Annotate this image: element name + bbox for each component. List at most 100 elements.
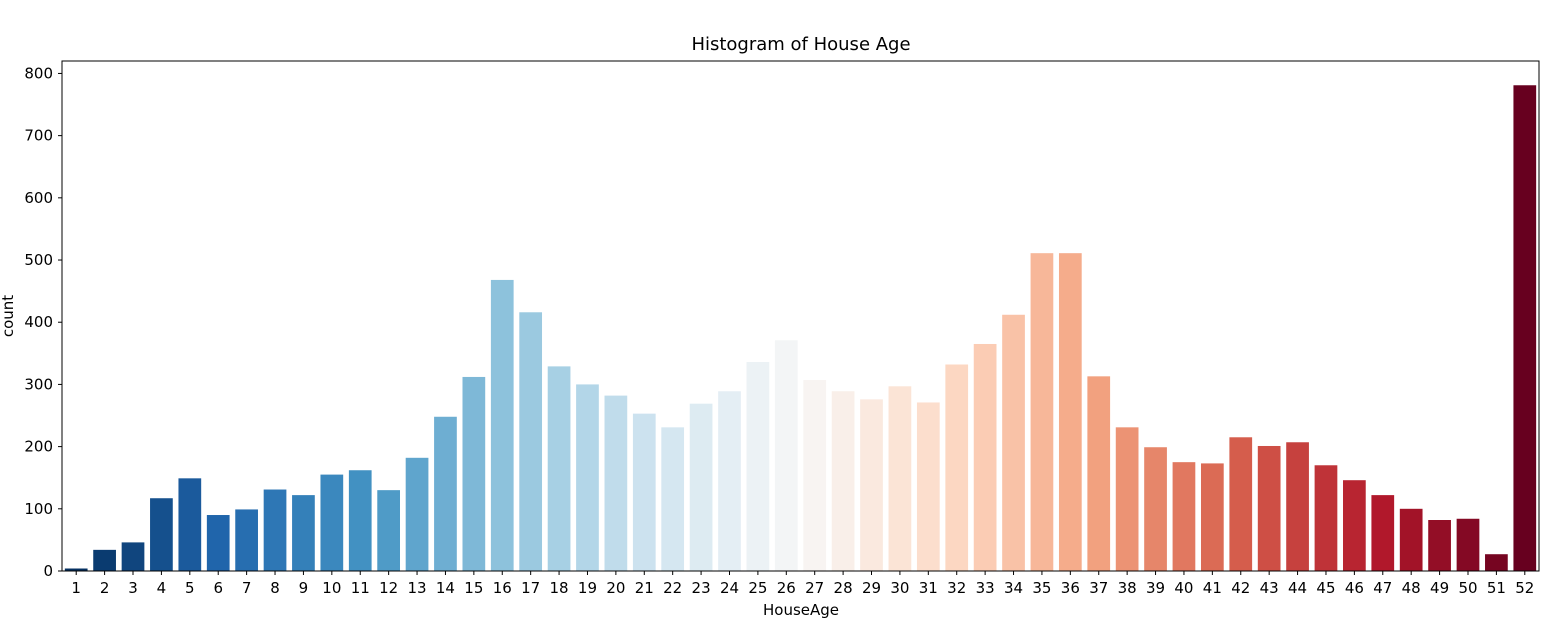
x-tick-label: 12 xyxy=(379,579,398,597)
bar-45 xyxy=(1314,465,1338,571)
y-tick-label: 400 xyxy=(24,313,53,331)
bar-5 xyxy=(178,478,202,571)
x-tick-label: 29 xyxy=(862,579,881,597)
x-tick-label: 4 xyxy=(157,579,167,597)
x-tick-label: 28 xyxy=(834,579,853,597)
bar-2 xyxy=(93,549,116,571)
bar-52 xyxy=(1513,85,1537,571)
bar-30 xyxy=(888,386,912,571)
bar-51 xyxy=(1485,554,1508,571)
bar-43 xyxy=(1257,445,1281,571)
bar-36 xyxy=(1058,253,1082,571)
x-tick-label: 9 xyxy=(299,579,309,597)
y-tick-label: 0 xyxy=(43,562,53,580)
x-tick-label: 18 xyxy=(550,579,569,597)
x-tick-label: 15 xyxy=(464,579,483,597)
y-tick-label: 300 xyxy=(24,375,53,393)
x-tick-label: 22 xyxy=(663,579,682,597)
bar-41 xyxy=(1200,463,1224,571)
bar-19 xyxy=(576,384,599,571)
x-tick-label: 33 xyxy=(976,579,995,597)
x-tick-label: 25 xyxy=(748,579,767,597)
bar-39 xyxy=(1144,447,1167,571)
x-tick-label: 39 xyxy=(1146,579,1165,597)
bar-14 xyxy=(434,416,457,571)
bar-46 xyxy=(1343,480,1366,571)
bar-35 xyxy=(1030,253,1054,571)
bar-20 xyxy=(604,395,628,571)
bar-38 xyxy=(1115,427,1139,571)
bar-1 xyxy=(64,568,88,571)
x-tick-label: 50 xyxy=(1458,579,1477,597)
x-tick-label: 49 xyxy=(1430,579,1449,597)
x-tick-label: 2 xyxy=(100,579,110,597)
bar-7 xyxy=(235,509,258,571)
x-tick-label: 31 xyxy=(919,579,938,597)
bar-4 xyxy=(150,498,173,571)
x-tick-label: 20 xyxy=(606,579,625,597)
bar-26 xyxy=(774,340,798,571)
x-tick-label: 11 xyxy=(351,579,370,597)
y-tick-label: 500 xyxy=(24,251,53,269)
x-tick-label: 37 xyxy=(1089,579,1108,597)
x-tick-label: 42 xyxy=(1231,579,1250,597)
y-axis-label: count xyxy=(0,295,17,337)
x-tick-label: 23 xyxy=(692,579,711,597)
x-tick-label: 38 xyxy=(1118,579,1137,597)
bar-27 xyxy=(803,380,827,571)
x-axis-ticks: 1 2 3 4 5 6 7 8 9 10 11 12 13 14 15 16 17 18 19 20 21 22 23 24 2… xyxy=(71,571,1534,597)
bar-21 xyxy=(632,413,656,571)
x-axis-label: HouseAge xyxy=(763,601,839,619)
y-tick-label: 200 xyxy=(24,438,53,456)
x-tick-label: 17 xyxy=(521,579,540,597)
x-tick-label: 52 xyxy=(1515,579,1534,597)
x-tick-label: 41 xyxy=(1203,579,1222,597)
x-tick-label: 27 xyxy=(805,579,824,597)
bar-11 xyxy=(348,470,372,571)
x-tick-label: 45 xyxy=(1316,579,1335,597)
bar-10 xyxy=(320,474,344,571)
bar-17 xyxy=(519,312,543,571)
bar-15 xyxy=(462,376,486,571)
x-tick-label: 51 xyxy=(1487,579,1506,597)
bar-9 xyxy=(292,495,315,571)
x-tick-label: 10 xyxy=(322,579,341,597)
bar-42 xyxy=(1229,437,1253,571)
y-axis-ticks: 0 100 200 300 400 500 600 700 800 xyxy=(24,64,62,580)
bar-8 xyxy=(263,489,287,571)
bar-6 xyxy=(206,515,230,571)
x-tick-label: 13 xyxy=(408,579,427,597)
bar-48 xyxy=(1399,508,1423,571)
bar-18 xyxy=(547,366,571,571)
x-tick-label: 3 xyxy=(128,579,138,597)
bar-49 xyxy=(1428,520,1451,571)
x-tick-label: 16 xyxy=(493,579,512,597)
x-tick-label: 14 xyxy=(436,579,455,597)
x-tick-label: 35 xyxy=(1032,579,1051,597)
bar-22 xyxy=(661,427,685,571)
bar-40 xyxy=(1172,462,1196,571)
x-tick-label: 8 xyxy=(270,579,280,597)
bar-44 xyxy=(1286,442,1309,571)
x-tick-label: 47 xyxy=(1373,579,1392,597)
y-tick-label: 700 xyxy=(24,127,53,145)
y-tick-label: 600 xyxy=(24,189,53,207)
plot-frame xyxy=(61,60,1540,572)
bar-37 xyxy=(1087,376,1111,571)
x-tick-label: 43 xyxy=(1260,579,1279,597)
bar-29 xyxy=(860,399,883,571)
bar-23 xyxy=(689,403,713,571)
x-tick-label: 32 xyxy=(947,579,966,597)
y-tick-label: 800 xyxy=(24,64,53,82)
x-tick-label: 36 xyxy=(1061,579,1080,597)
x-tick-label: 40 xyxy=(1174,579,1193,597)
bar-28 xyxy=(831,391,855,571)
bar-33 xyxy=(973,343,997,571)
x-tick-label: 34 xyxy=(1004,579,1023,597)
bar-47 xyxy=(1371,495,1395,571)
x-tick-label: 1 xyxy=(71,579,81,597)
bar-50 xyxy=(1456,518,1480,571)
bar-3 xyxy=(121,542,145,571)
bar-34 xyxy=(1002,314,1025,571)
